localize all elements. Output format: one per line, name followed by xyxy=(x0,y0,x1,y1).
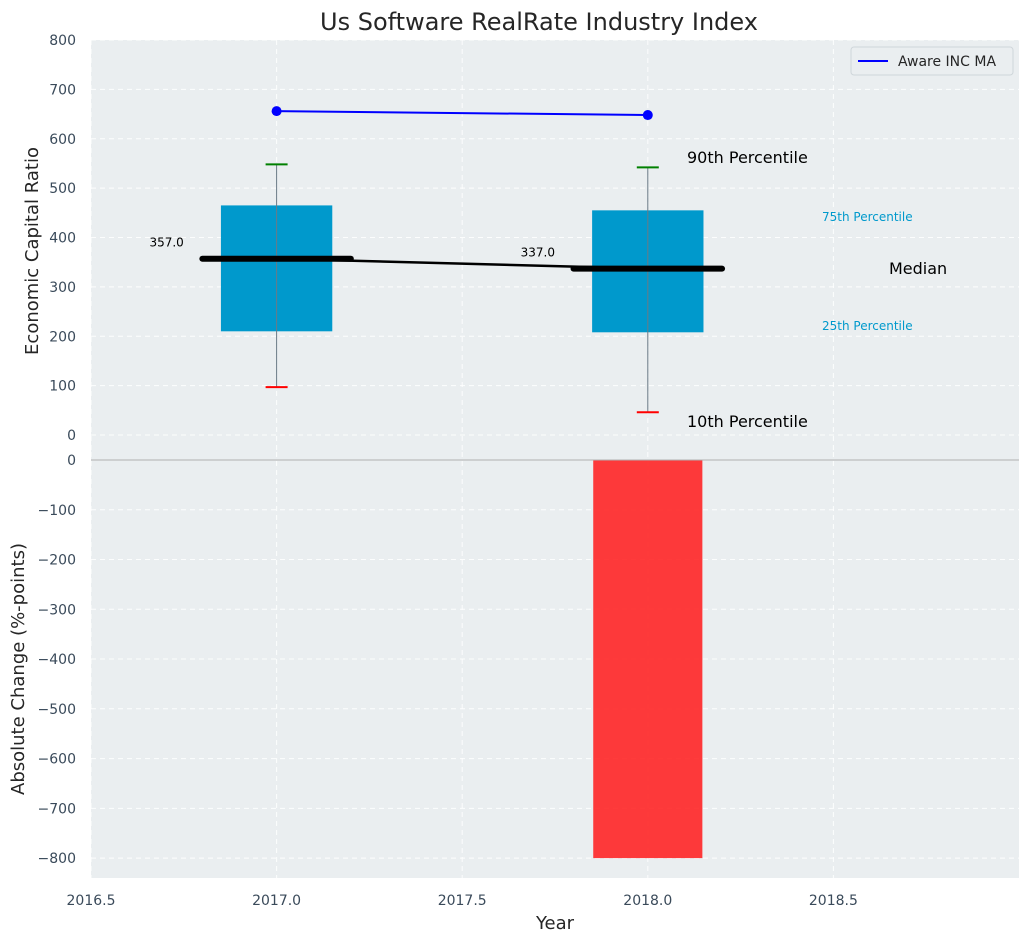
bottom-y-tick-label: −300 xyxy=(38,602,76,618)
top-y-tick-label: 500 xyxy=(49,181,76,197)
annotation-p90: 90th Percentile xyxy=(687,148,808,167)
top-y-tick-label: 700 xyxy=(49,82,76,98)
top-y-tick-label: 800 xyxy=(49,33,76,49)
bottom-y-axis-label: Absolute Change (%-points) xyxy=(8,543,29,795)
top-y-tick-label: 0 xyxy=(67,428,76,444)
chart-title: Us Software RealRate Industry Index xyxy=(320,8,758,36)
bottom-y-tick-label: −700 xyxy=(38,801,76,817)
x-tick-label: 2017.0 xyxy=(252,893,301,909)
top-y-tick-label: 600 xyxy=(49,132,76,148)
x-axis-label: Year xyxy=(535,913,575,934)
top-series xyxy=(271,106,653,121)
bottom-y-tick-label: −500 xyxy=(38,702,76,718)
median-trend-line xyxy=(276,257,648,270)
top-y-tick-label: 400 xyxy=(49,231,76,247)
bottom-y-tick-label: −600 xyxy=(38,752,76,768)
top-panel: 0 100 200 300 400 500 600 700 800 357.0 337.0 90t… xyxy=(22,33,1019,452)
bottom-y-ticks: 0 −100 −200 −300 −400 −500 −600 −700 −800 xyxy=(38,453,76,867)
x-ticks: 2016.5 2017.0 2017.5 2018.0 2018.5 xyxy=(67,893,858,909)
bottom-y-tick-label: −800 xyxy=(38,851,76,867)
top-y-tick-label: 300 xyxy=(49,280,76,296)
annotation-median: Median xyxy=(889,259,947,278)
top-boxes: 357.0 337.0 xyxy=(149,163,726,414)
series-point xyxy=(271,106,282,117)
bottom-y-tick-label: 0 xyxy=(67,453,76,469)
bottom-panel-background xyxy=(91,452,1019,878)
annotation-p10: 10th Percentile xyxy=(687,412,808,431)
x-tick-label: 2018.0 xyxy=(623,893,672,909)
median-value-label: 337.0 xyxy=(521,246,555,260)
bottom-y-tick-label: −200 xyxy=(38,553,76,569)
legend-frame xyxy=(850,46,1014,76)
series-line xyxy=(276,110,648,117)
top-y-tick-label: 200 xyxy=(49,329,76,345)
x-tick-label: 2017.5 xyxy=(438,893,487,909)
bottom-panel: 0 −100 −200 −300 −400 −500 −600 −700 −800 Absolu… xyxy=(8,452,1019,878)
legend-label: Aware INC MA xyxy=(898,54,996,70)
top-annotations: 90th Percentile 75th Percentile Median 2… xyxy=(687,148,947,431)
bottom-y-tick-label: −400 xyxy=(38,652,76,668)
top-y-tick-label: 100 xyxy=(49,379,76,395)
x-tick-label: 2018.5 xyxy=(809,893,858,909)
top-y-axis-label: Economic Capital Ratio xyxy=(22,147,43,355)
bottom-y-tick-label: −100 xyxy=(38,503,76,519)
change-bar xyxy=(593,460,703,859)
legend: Aware INC MA xyxy=(850,46,1014,76)
x-tick-label: 2016.5 xyxy=(67,893,116,909)
annotation-p75: 75th Percentile xyxy=(822,210,913,224)
median-value-label: 357.0 xyxy=(149,236,183,250)
top-y-ticks: 0 100 200 300 400 500 600 700 800 xyxy=(49,33,76,444)
series-point xyxy=(642,110,653,121)
top-grid xyxy=(90,39,1019,452)
bottom-bars xyxy=(593,460,703,859)
annotation-p25: 25th Percentile xyxy=(822,319,913,333)
